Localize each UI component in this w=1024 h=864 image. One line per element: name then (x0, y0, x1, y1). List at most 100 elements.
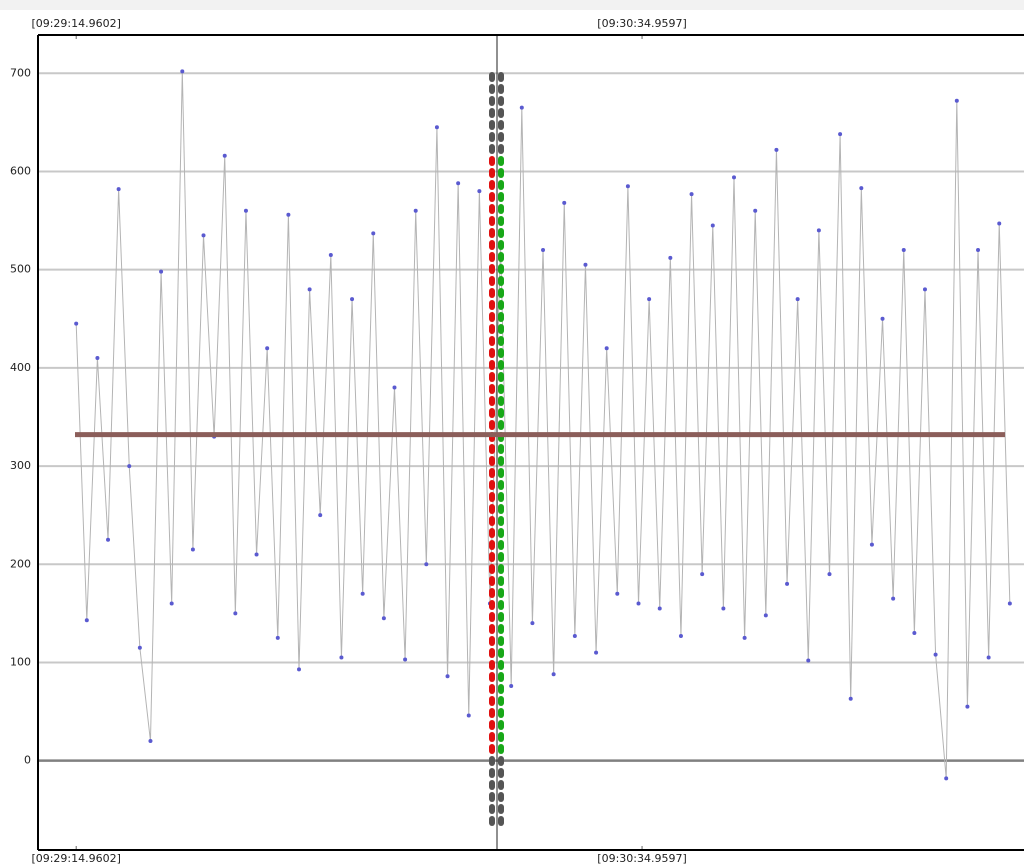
cursor-marker (489, 636, 495, 646)
cursor-marker (498, 96, 504, 106)
cursor-marker (498, 300, 504, 310)
cursor-marker (489, 324, 495, 334)
point (180, 69, 185, 74)
point (148, 739, 153, 744)
cursor-marker (498, 444, 504, 454)
point (922, 287, 927, 292)
cursor-marker (489, 84, 495, 94)
point (806, 658, 811, 663)
cursor-marker (498, 240, 504, 250)
cursor-marker (489, 276, 495, 286)
cursor-marker (498, 480, 504, 490)
point (456, 181, 461, 186)
point (700, 572, 705, 577)
point (371, 231, 376, 236)
point (827, 572, 832, 577)
point (519, 105, 524, 110)
y-tick-label: 300 (10, 459, 31, 472)
cursor-marker (489, 108, 495, 118)
cursor-marker (498, 324, 504, 334)
y-tick-label: 0 (24, 754, 31, 767)
cursor-marker (489, 720, 495, 730)
cursor-marker (489, 120, 495, 130)
point (84, 618, 89, 623)
cursor-marker (498, 264, 504, 274)
cursor-marker (498, 504, 504, 514)
cursor-marker (498, 384, 504, 394)
x-tick-label-top: [09:29:14.9602] (31, 17, 120, 30)
cursor-marker (489, 348, 495, 358)
point (880, 316, 885, 321)
cursor-marker (498, 348, 504, 358)
cursor-marker (489, 252, 495, 262)
point (912, 630, 917, 635)
cursor-marker (498, 168, 504, 178)
cursor-marker (489, 204, 495, 214)
x-tick-label-top: [09:30:34.9597] (597, 17, 686, 30)
cursor-marker (498, 156, 504, 166)
cursor-marker (498, 744, 504, 754)
cursor-marker (498, 396, 504, 406)
cursor-marker (498, 756, 504, 766)
point (222, 153, 227, 158)
x-tick-label-bottom: [09:29:14.9602] (31, 852, 120, 864)
cursor-marker (498, 612, 504, 622)
cursor-marker (498, 288, 504, 298)
point (233, 611, 238, 616)
cursor-marker (489, 468, 495, 478)
cursor-marker (498, 204, 504, 214)
cursor-marker (489, 624, 495, 634)
point (710, 223, 715, 228)
point (403, 657, 408, 662)
point (753, 208, 758, 213)
cursor-marker (489, 408, 495, 418)
point (509, 684, 514, 689)
cursor-marker (498, 72, 504, 82)
cursor-marker (489, 564, 495, 574)
point (318, 513, 323, 518)
cursor-marker (489, 264, 495, 274)
point (997, 221, 1002, 226)
point (954, 98, 959, 103)
cursor-marker (489, 648, 495, 658)
cursor-marker (498, 84, 504, 94)
cursor-marker (489, 288, 495, 298)
point (583, 262, 588, 267)
point (339, 655, 344, 660)
cursor-marker (489, 756, 495, 766)
cursor-marker (489, 456, 495, 466)
cursor-marker (498, 564, 504, 574)
cursor-marker (498, 360, 504, 370)
point (541, 248, 546, 253)
point (286, 212, 291, 217)
cursor-marker (498, 192, 504, 202)
cursor-marker (489, 732, 495, 742)
cursor-marker (489, 144, 495, 154)
point (137, 645, 142, 650)
point (434, 125, 439, 130)
point (763, 613, 768, 618)
cursor-marker (489, 816, 495, 826)
cursor-marker (489, 300, 495, 310)
cursor-marker (498, 624, 504, 634)
point (901, 248, 906, 253)
cursor-marker (489, 768, 495, 778)
cursor-marker (489, 384, 495, 394)
cursor-marker (498, 516, 504, 526)
point (424, 562, 429, 567)
cursor-marker (489, 312, 495, 322)
y-tick-label: 500 (10, 263, 31, 276)
cursor-marker (489, 576, 495, 586)
point (530, 621, 535, 626)
y-tick-label: 600 (10, 164, 31, 177)
cursor-marker (498, 648, 504, 658)
cursor-marker (498, 708, 504, 718)
point (466, 713, 471, 718)
cursor-marker (498, 732, 504, 742)
cursor-marker (498, 684, 504, 694)
point (328, 252, 333, 257)
y-tick-label: 200 (10, 557, 31, 570)
cursor-marker (498, 780, 504, 790)
cursor-marker (489, 132, 495, 142)
